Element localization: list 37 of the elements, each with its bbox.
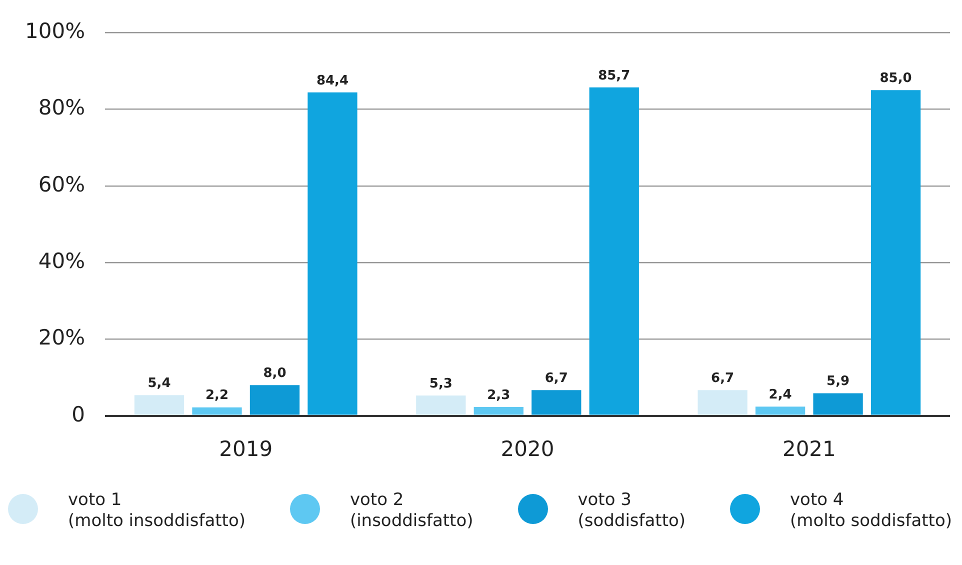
bar <box>416 395 466 415</box>
bar <box>813 393 863 415</box>
bar <box>308 92 358 415</box>
y-tick-label: 100% <box>24 19 86 44</box>
data-label: 5,9 <box>826 374 850 390</box>
bar <box>192 407 242 415</box>
y-tick-label: 60% <box>38 172 86 196</box>
legend-label: voto 3 (soddisfatto) <box>578 490 686 532</box>
data-label: 2,4 <box>768 387 792 402</box>
bar <box>532 390 582 415</box>
bar <box>698 390 748 415</box>
y-tick-label: 40% <box>38 248 86 273</box>
x-tick-label: 2019 <box>219 436 273 461</box>
data-label: 85,0 <box>880 70 912 86</box>
x-tick-label: 2021 <box>782 436 836 461</box>
bar <box>589 87 639 415</box>
data-label: 84,4 <box>316 73 349 88</box>
legend-label: voto 1 (molto insoddisfatto) <box>68 490 246 532</box>
data-label: 6,7 <box>544 371 568 386</box>
legend-label: voto 2 (insoddisfatto) <box>350 490 474 532</box>
y-tick-label: 20% <box>38 326 86 350</box>
bar <box>755 406 806 415</box>
data-label: 2,3 <box>487 388 510 403</box>
bar <box>474 406 524 415</box>
data-label: 85,7 <box>598 68 630 84</box>
bar <box>134 395 184 415</box>
data-label: 2,2 <box>205 388 229 404</box>
bar <box>870 90 921 415</box>
y-tick-label: 80% <box>38 96 86 120</box>
data-label: 6,7 <box>711 371 734 386</box>
data-label: 8,0 <box>263 366 286 382</box>
y-tick-label: 0 <box>72 402 86 426</box>
legend-label: voto 4 (molto soddisfatto) <box>790 490 952 532</box>
data-label: 5,4 <box>148 376 171 391</box>
bar <box>250 385 300 415</box>
data-label: 5,3 <box>429 376 452 392</box>
x-tick-label: 2020 <box>500 436 554 461</box>
